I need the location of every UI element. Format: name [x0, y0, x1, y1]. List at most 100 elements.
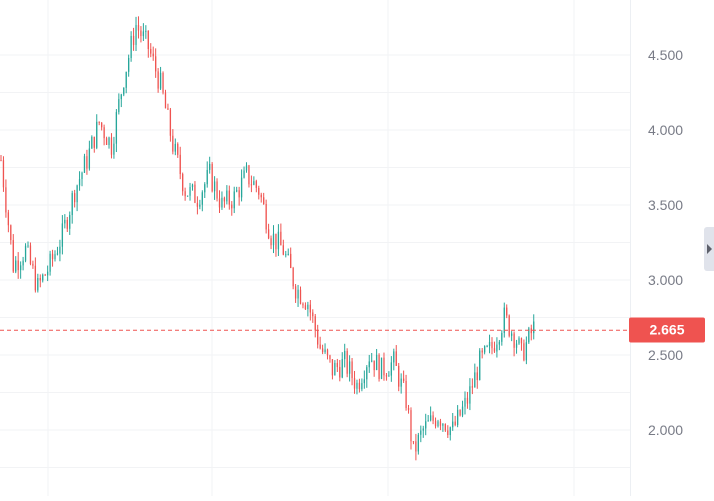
candle-up	[324, 349, 326, 353]
candle-up	[479, 350, 481, 381]
candle-down	[493, 348, 496, 352]
candle-down	[339, 367, 341, 378]
candle-down	[29, 245, 32, 264]
candle-down	[444, 423, 447, 431]
candle-down	[326, 349, 329, 356]
candle-down	[238, 190, 240, 198]
candle-down	[314, 316, 316, 331]
candle-up	[189, 187, 191, 196]
candle-down	[258, 187, 260, 195]
candle-down	[152, 53, 154, 57]
candle-down	[299, 289, 302, 304]
candle-down	[304, 305, 307, 310]
candle-down	[491, 341, 493, 349]
candle-down	[398, 365, 400, 387]
candle-up	[81, 172, 83, 180]
candle-up	[287, 253, 289, 255]
candle-down	[263, 197, 265, 205]
candle-up	[307, 304, 309, 310]
candle-up	[348, 361, 351, 374]
candle-down	[228, 190, 230, 205]
candle-up	[525, 342, 528, 361]
candle-up	[83, 156, 86, 173]
candle-up	[390, 362, 392, 376]
candle-up	[375, 354, 378, 371]
candle-down	[169, 109, 172, 136]
candle-down	[74, 193, 76, 203]
candle-up	[272, 233, 275, 246]
candle-down	[466, 397, 469, 404]
candle-down	[358, 382, 361, 390]
candle-down	[282, 245, 284, 255]
chart-area[interactable]	[0, 0, 630, 496]
candle-down	[454, 421, 456, 425]
candle-down	[434, 420, 437, 427]
candle-up	[130, 35, 132, 58]
candle-up	[226, 190, 228, 202]
scroll-handle[interactable]	[704, 227, 714, 271]
candle-up	[356, 382, 358, 389]
candle-down	[309, 304, 311, 313]
candle-down	[132, 35, 135, 45]
candle-down	[34, 265, 37, 291]
candle-down	[312, 312, 314, 317]
candle-down	[378, 354, 380, 379]
candle-down	[255, 181, 257, 188]
candle-up	[27, 245, 29, 247]
candle-down	[385, 375, 388, 377]
candle-up	[496, 344, 498, 352]
candle-down	[412, 441, 415, 443]
candle-down	[481, 350, 483, 353]
candle-up	[71, 193, 73, 216]
candle-down	[155, 56, 157, 72]
candle-up	[191, 184, 194, 188]
candle-up	[285, 254, 287, 256]
candle-up	[510, 333, 513, 336]
candle-down	[346, 350, 348, 374]
candle-down	[39, 277, 41, 281]
candlestick-chart[interactable]	[0, 0, 630, 496]
candle-up	[425, 421, 427, 429]
candle-up	[297, 289, 299, 299]
candle-up	[488, 341, 491, 347]
candle-down	[265, 204, 267, 230]
candle-up	[108, 137, 110, 145]
candle-down	[147, 30, 149, 49]
candle-down	[331, 359, 334, 376]
candle-up	[204, 184, 206, 193]
candle-down	[292, 268, 294, 287]
candle-up	[78, 179, 81, 186]
candle-down	[405, 380, 407, 409]
candle-up	[368, 361, 370, 368]
candle-up	[236, 190, 238, 192]
candle-down	[10, 225, 12, 241]
y-tick-label: 3.000	[648, 272, 684, 288]
candle-up	[174, 143, 176, 152]
candle-down	[137, 25, 140, 31]
candle-down	[523, 343, 525, 361]
candle-up	[452, 421, 454, 428]
candle-down	[432, 415, 434, 421]
candle-up	[245, 165, 248, 171]
candle-up	[341, 359, 343, 378]
candle-up	[42, 274, 44, 281]
candle-down	[317, 330, 319, 345]
candle-down	[172, 135, 174, 152]
candle-up	[380, 357, 383, 379]
candle-up	[128, 57, 130, 72]
candle-down	[44, 274, 46, 276]
candle-up	[486, 346, 488, 348]
candle-down	[179, 154, 181, 175]
candle-up	[69, 215, 71, 229]
candle-up	[474, 372, 476, 388]
candle-up	[400, 378, 402, 387]
candle-down	[353, 378, 356, 389]
price-scale[interactable]: 2.000 2.500 3.000 3.500 4.000 4.500 2.665	[629, 0, 714, 496]
candle-up	[91, 136, 93, 149]
candle-down	[260, 194, 262, 198]
candle-up	[233, 191, 235, 209]
candle-down	[162, 72, 164, 93]
candle-up	[427, 420, 429, 422]
candle-down	[223, 197, 226, 202]
candle-up	[186, 195, 189, 197]
